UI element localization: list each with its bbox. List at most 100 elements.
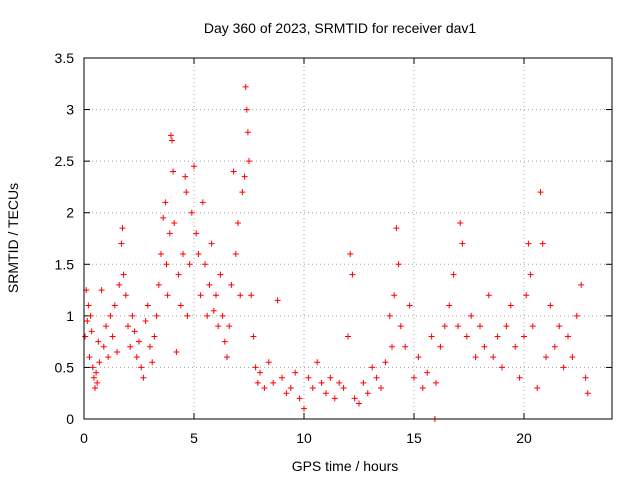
data-point bbox=[243, 106, 250, 113]
data-point bbox=[336, 379, 343, 386]
data-point bbox=[88, 328, 95, 335]
y-tick-label: 1.5 bbox=[55, 256, 75, 272]
data-point bbox=[191, 163, 197, 170]
data-point bbox=[213, 292, 219, 299]
data-point bbox=[96, 359, 103, 366]
y-axis-label: SRMTID / TECUs bbox=[5, 183, 21, 293]
data-point bbox=[252, 364, 259, 371]
x-tick-label: 5 bbox=[190, 430, 198, 446]
data-point bbox=[237, 292, 244, 299]
data-point bbox=[246, 158, 252, 165]
data-point bbox=[345, 333, 351, 340]
data-point bbox=[188, 209, 195, 216]
chart-title: Day 360 of 2023, SRMTID for receiver dav… bbox=[204, 20, 477, 36]
data-point bbox=[195, 250, 202, 257]
data-point bbox=[287, 385, 294, 392]
data-point bbox=[250, 333, 257, 340]
data-point bbox=[437, 343, 444, 350]
x-tick-label: 10 bbox=[296, 430, 312, 446]
data-point bbox=[98, 287, 105, 294]
data-point bbox=[169, 137, 175, 144]
data-point bbox=[364, 390, 371, 397]
data-point bbox=[242, 83, 249, 90]
data-point bbox=[560, 364, 567, 371]
data-point bbox=[395, 261, 402, 268]
data-point bbox=[265, 359, 272, 366]
grid-lines bbox=[84, 58, 612, 419]
data-point bbox=[539, 240, 546, 247]
data-point bbox=[89, 364, 96, 371]
data-point bbox=[193, 230, 200, 237]
y-tick-label: 0 bbox=[66, 411, 74, 427]
data-point bbox=[411, 374, 417, 381]
data-point bbox=[347, 250, 354, 257]
data-point bbox=[450, 271, 457, 278]
data-point bbox=[116, 281, 123, 288]
data-point bbox=[391, 292, 398, 299]
data-point bbox=[248, 292, 255, 299]
data-point bbox=[455, 323, 461, 330]
data-point bbox=[477, 323, 483, 330]
data-point bbox=[163, 261, 170, 268]
data-point bbox=[441, 323, 448, 330]
data-point bbox=[119, 225, 126, 232]
data-point bbox=[232, 250, 239, 257]
data-point bbox=[406, 302, 413, 309]
data-point bbox=[105, 354, 112, 361]
data-point bbox=[94, 379, 101, 386]
data-point bbox=[177, 302, 184, 309]
y-tick-label: 2 bbox=[66, 205, 74, 221]
y-tick-label: 2.5 bbox=[55, 153, 75, 169]
data-point bbox=[151, 333, 158, 340]
data-point bbox=[114, 348, 120, 355]
data-point bbox=[230, 168, 237, 175]
data-point bbox=[92, 385, 98, 392]
data-point bbox=[221, 338, 228, 345]
data-point bbox=[84, 318, 91, 325]
data-point bbox=[534, 385, 541, 392]
data-point bbox=[82, 333, 89, 340]
data-point bbox=[584, 390, 591, 397]
data-point bbox=[254, 379, 261, 386]
data-point bbox=[424, 369, 431, 376]
data-point bbox=[499, 364, 505, 371]
data-point bbox=[170, 168, 177, 175]
data-point bbox=[301, 405, 307, 412]
data-point bbox=[171, 220, 178, 227]
data-point bbox=[349, 271, 356, 278]
data-point bbox=[283, 390, 290, 397]
data-point bbox=[547, 302, 554, 309]
data-point bbox=[351, 395, 358, 402]
data-point bbox=[167, 132, 174, 139]
data-point bbox=[215, 323, 222, 330]
data-point bbox=[122, 292, 129, 299]
data-point bbox=[512, 343, 519, 350]
data-point bbox=[131, 328, 138, 335]
data-point bbox=[228, 281, 235, 288]
data-point bbox=[569, 354, 576, 361]
y-tick-label: 3.5 bbox=[55, 50, 75, 66]
data-point bbox=[111, 302, 118, 309]
data-point bbox=[529, 323, 536, 330]
data-point bbox=[147, 343, 153, 350]
plot-frame bbox=[83, 57, 613, 420]
data-point bbox=[537, 189, 544, 196]
data-point bbox=[86, 354, 93, 361]
data-point bbox=[127, 343, 134, 350]
data-point bbox=[373, 374, 380, 381]
data-point bbox=[525, 240, 532, 247]
data-point bbox=[261, 385, 268, 392]
data-point bbox=[582, 374, 589, 381]
data-point bbox=[446, 302, 453, 309]
data-point bbox=[314, 359, 321, 366]
tick-labels: 0 5 10 15 20 0 0.5 1 1.5 2 2.5 3 3.5 bbox=[55, 50, 532, 446]
data-point bbox=[369, 364, 376, 371]
data-point bbox=[155, 281, 162, 288]
data-point bbox=[305, 374, 312, 381]
data-point bbox=[224, 354, 230, 361]
data-point bbox=[516, 374, 523, 381]
data-point bbox=[138, 364, 145, 371]
y-tick-label: 1 bbox=[66, 308, 74, 324]
data-point bbox=[120, 271, 127, 278]
